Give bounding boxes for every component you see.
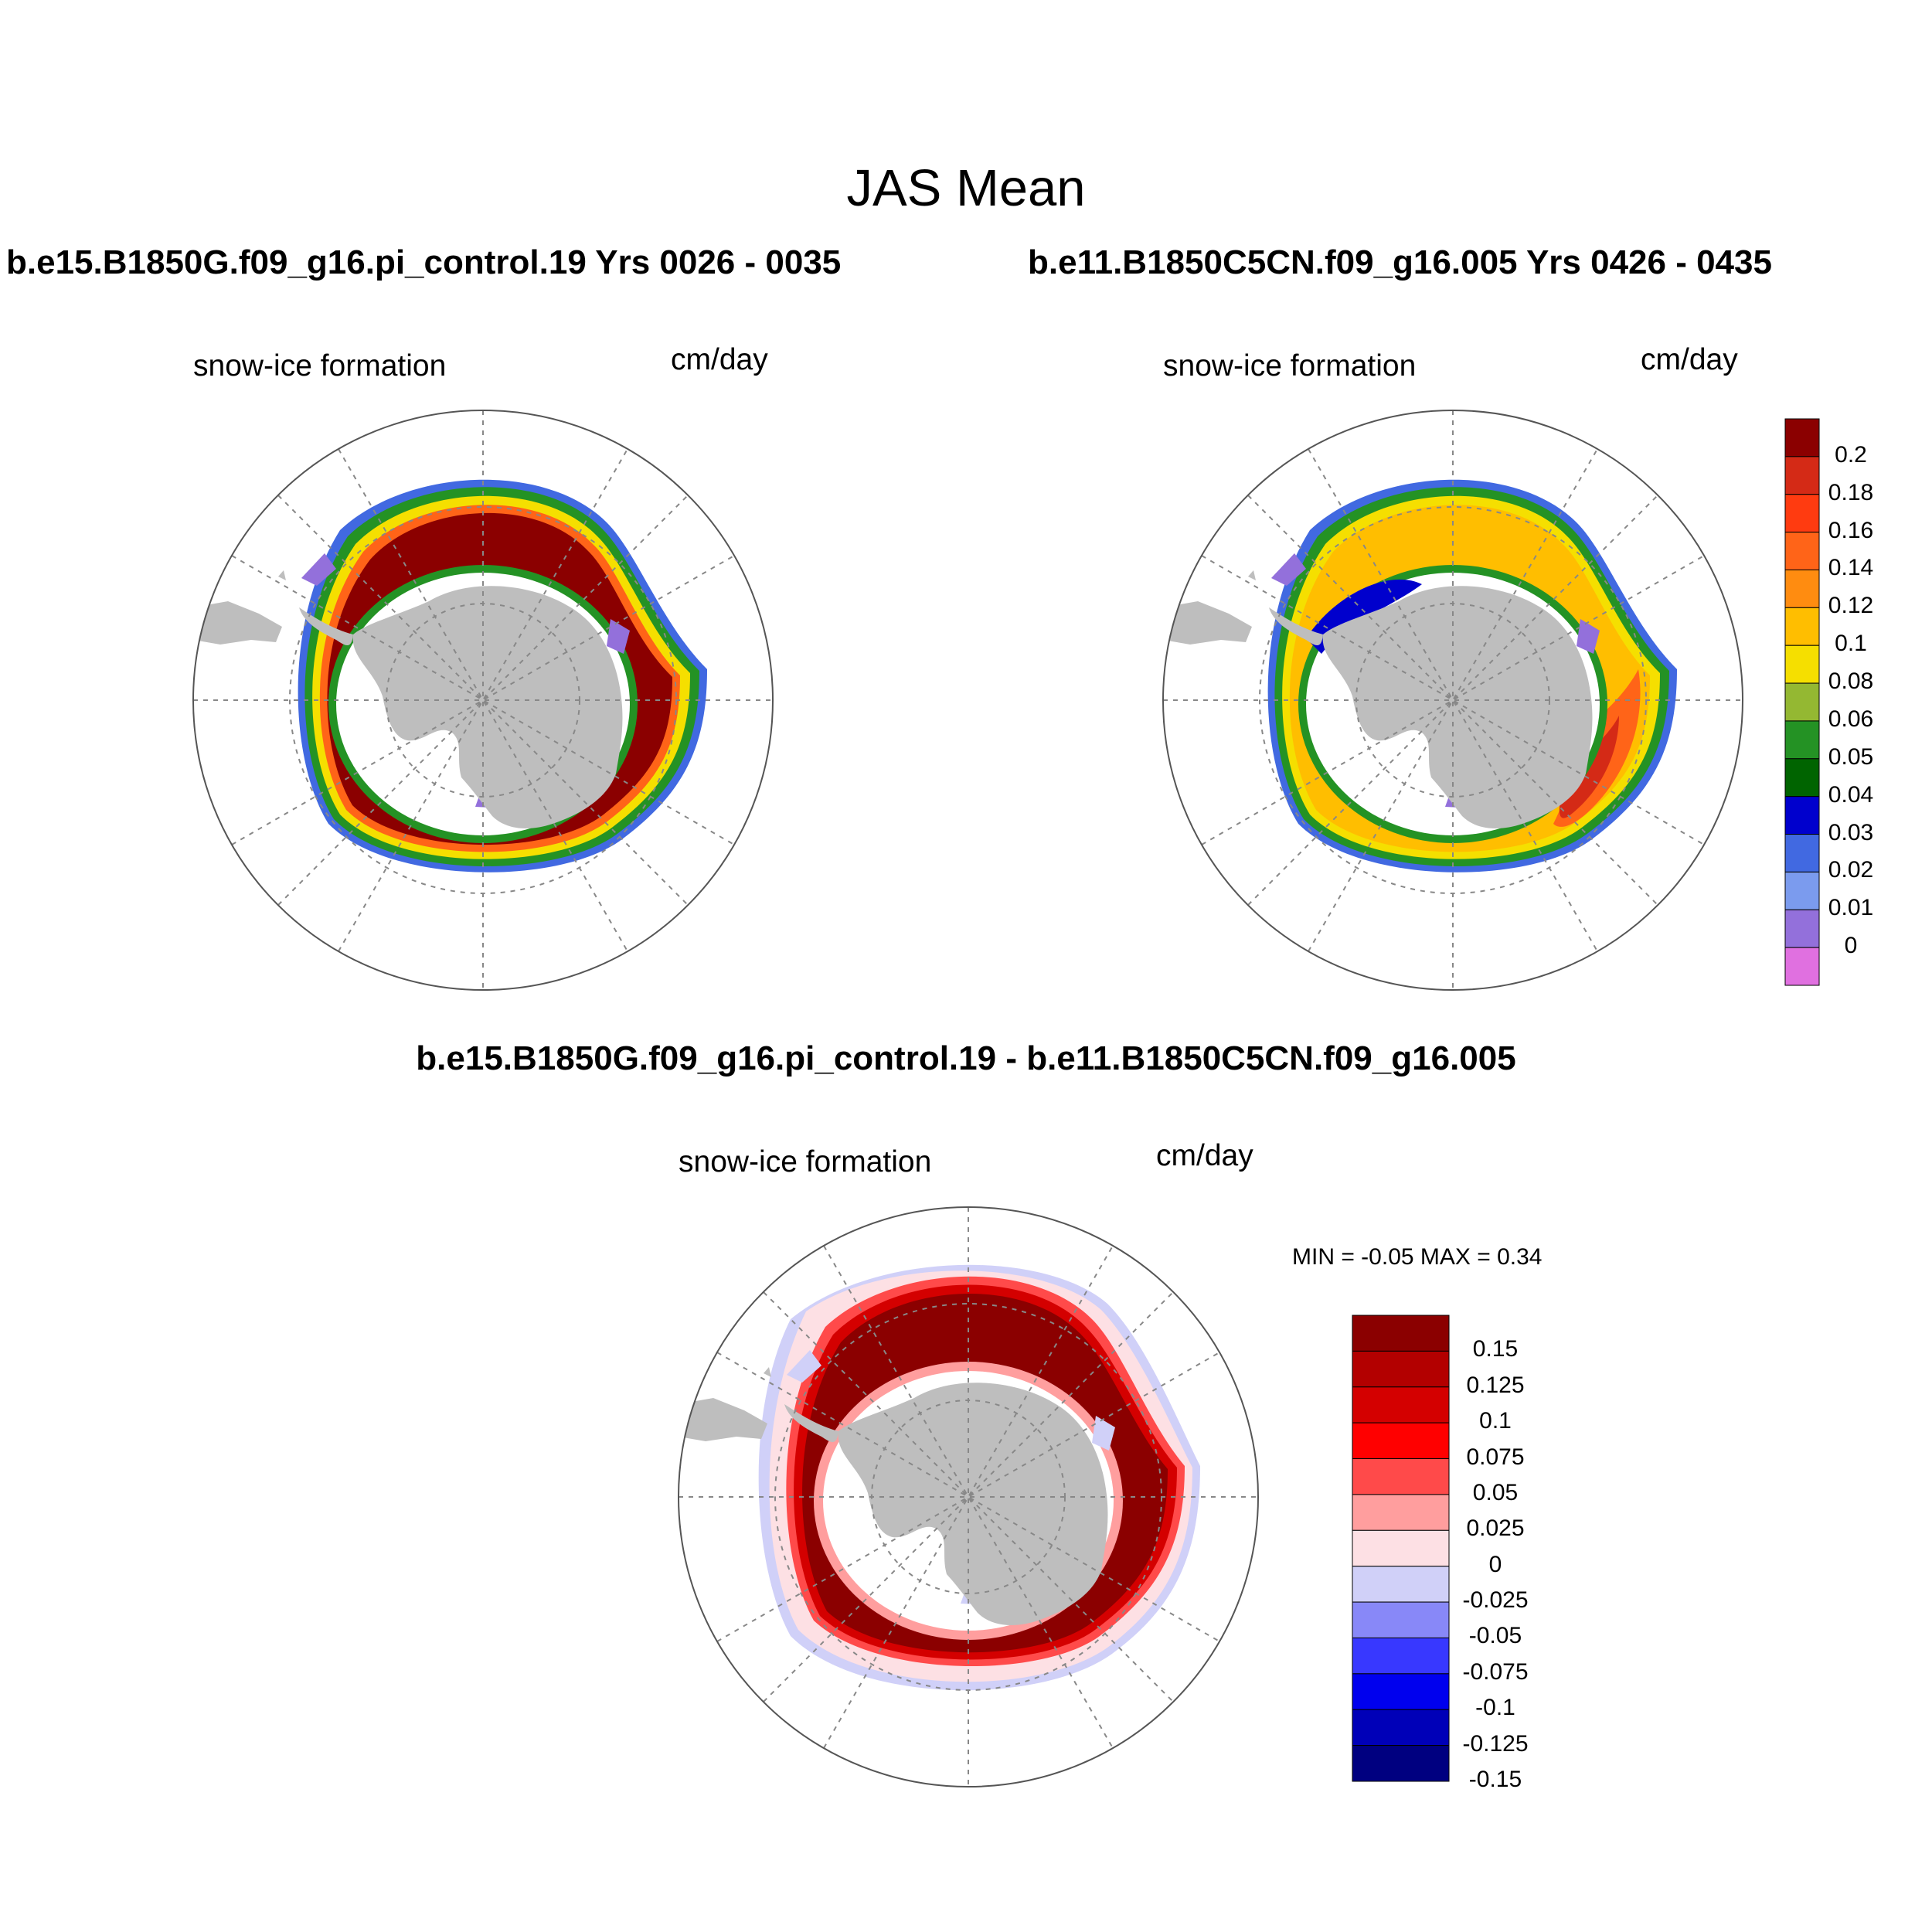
colorbar-main [1784, 418, 1820, 986]
colorbar-diff-tick-label: -0.1 [1475, 1695, 1515, 1721]
panel2-variable-label: snow-ice formation [1163, 349, 1417, 383]
colorbar-diff-swatch [1352, 1315, 1450, 1352]
panel1-variable-label: snow-ice formation [193, 349, 447, 383]
colorbar-diff-tick-label: -0.15 [1468, 1767, 1522, 1792]
colorbar-main-tick-label: 0.05 [1828, 743, 1874, 770]
colorbar-main-swatch [1784, 909, 1820, 948]
panel2-map-border [1162, 410, 1743, 991]
colorbar-diff-swatch [1352, 1745, 1450, 1782]
colorbar-diff-tick-label: 0 [1488, 1551, 1502, 1577]
colorbar-main-tick-label: 0 [1844, 933, 1858, 959]
colorbar-main-swatch [1784, 645, 1820, 684]
colorbar-main-swatch [1784, 834, 1820, 872]
colorbar-main-tick-label: 0.08 [1828, 668, 1874, 695]
panel3-map [679, 1207, 1258, 1787]
colorbar-diff-swatch [1352, 1709, 1450, 1747]
colorbar-diff [1352, 1315, 1450, 1782]
panel1-units-label: cm/day [671, 343, 768, 376]
panel2-units-label: cm/day [1641, 343, 1738, 376]
colorbar-main-tick-label: 0.01 [1828, 895, 1874, 921]
colorbar-main-tick-label: 0.18 [1828, 479, 1874, 505]
colorbar-main-swatch [1784, 682, 1820, 722]
colorbar-main-tick-label: 0.12 [1828, 593, 1874, 619]
panel3-map-border [678, 1206, 1259, 1787]
colorbar-diff-swatch [1352, 1673, 1450, 1710]
colorbar-diff-tick-label: 0.1 [1479, 1408, 1512, 1434]
colorbar-diff-swatch [1352, 1422, 1450, 1460]
colorbar-main-tick-label: 0.16 [1828, 517, 1874, 543]
colorbar-main-tick-label: 0.06 [1828, 706, 1874, 732]
colorbar-main-tick-label: 0.1 [1835, 631, 1867, 657]
colorbar-main-swatch [1784, 947, 1820, 986]
colorbar-diff-tick-label: 0.075 [1466, 1444, 1525, 1470]
colorbar-diff-swatch [1352, 1386, 1450, 1423]
panel3-variable-label: snow-ice formation [679, 1145, 932, 1179]
colorbar-diff-tick-label: 0.05 [1472, 1479, 1519, 1505]
colorbar-diff-tick-label: -0.075 [1462, 1658, 1529, 1685]
colorbar-diff-swatch [1352, 1601, 1450, 1638]
colorbar-main-swatch [1784, 720, 1820, 760]
panel1-map-border [192, 410, 774, 991]
colorbar-main-swatch [1784, 758, 1820, 798]
colorbar-diff-swatch [1352, 1350, 1450, 1388]
colorbar-diff-swatch [1352, 1637, 1450, 1675]
panel2-map [1163, 410, 1743, 990]
colorbar-main-tick-label: 0.02 [1828, 857, 1874, 883]
colorbar-diff-swatch [1352, 1566, 1450, 1603]
panel1-case-title: b.e15.B1850G.f09_g16.pi_control.19 Yrs 0… [6, 243, 842, 281]
panel3-units-label: cm/day [1156, 1139, 1253, 1172]
figure-title: JAS Mean [846, 159, 1086, 217]
colorbar-diff-swatch [1352, 1529, 1450, 1567]
colorbar-main-tick-label: 0.04 [1828, 781, 1874, 808]
colorbar-main-swatch [1784, 607, 1820, 646]
colorbar-diff-tick-label: -0.05 [1468, 1623, 1522, 1649]
panel1-map [193, 410, 773, 990]
colorbar-main-tick-label: 0.14 [1828, 555, 1874, 581]
panel3-min-max: MIN = -0.05 MAX = 0.34 [1292, 1244, 1543, 1270]
colorbar-diff-swatch [1352, 1494, 1450, 1531]
colorbar-main-swatch [1784, 456, 1820, 495]
colorbar-main-swatch [1784, 796, 1820, 835]
colorbar-main-swatch [1784, 532, 1820, 570]
colorbar-diff-tick-label: -0.125 [1462, 1730, 1529, 1757]
colorbar-diff-swatch [1352, 1458, 1450, 1495]
colorbar-diff-tick-label: 0.15 [1472, 1336, 1519, 1362]
panel2-case-title: b.e11.B1850C5CN.f09_g16.005 Yrs 0426 - 0… [1028, 243, 1772, 281]
colorbar-main-swatch [1784, 569, 1820, 608]
colorbar-diff-tick-label: 0.025 [1466, 1515, 1525, 1542]
colorbar-main-tick-label: 0.2 [1835, 441, 1867, 468]
colorbar-main-tick-label: 0.03 [1828, 819, 1874, 845]
panel3-diff-title: b.e15.B1850G.f09_g16.pi_control.19 - b.e… [416, 1039, 1516, 1077]
colorbar-diff-tick-label: -0.025 [1462, 1587, 1529, 1614]
colorbar-diff-tick-label: 0.125 [1466, 1372, 1525, 1398]
